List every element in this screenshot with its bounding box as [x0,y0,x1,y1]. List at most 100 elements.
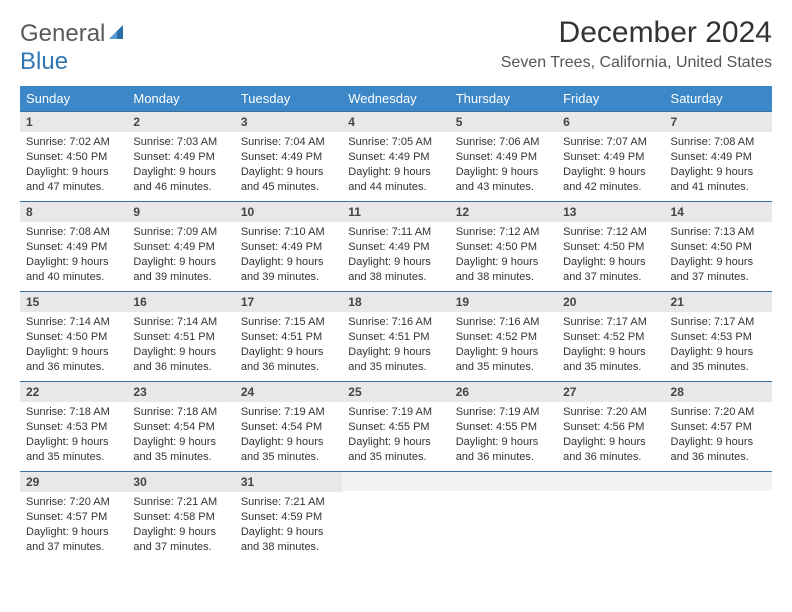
day-details: Sunrise: 7:18 AMSunset: 4:53 PMDaylight:… [20,402,127,470]
day-number: 19 [450,291,557,312]
day-number: 3 [235,111,342,132]
sunrise-line: Sunrise: 7:19 AM [241,405,336,420]
day-cell: 23Sunrise: 7:18 AMSunset: 4:54 PMDayligh… [127,381,234,471]
sunset-line: Sunset: 4:55 PM [348,420,443,435]
day-details: Sunrise: 7:08 AMSunset: 4:49 PMDaylight:… [665,132,772,200]
day-number: 16 [127,291,234,312]
logo-word2: Blue [20,48,68,75]
day-details: Sunrise: 7:04 AMSunset: 4:49 PMDaylight:… [235,132,342,200]
day-number: 8 [20,201,127,222]
day-details: Sunrise: 7:18 AMSunset: 4:54 PMDaylight:… [127,402,234,470]
daylight-line: Daylight: 9 hours and 45 minutes. [241,165,336,195]
sunrise-line: Sunrise: 7:18 AM [133,405,228,420]
daylight-line: Daylight: 9 hours and 42 minutes. [563,165,658,195]
empty-cell [557,471,664,561]
sunset-line: Sunset: 4:57 PM [671,420,766,435]
weekday-header: Tuesday [235,86,342,111]
day-cell: 29Sunrise: 7:20 AMSunset: 4:57 PMDayligh… [20,471,127,561]
sunset-line: Sunset: 4:58 PM [133,510,228,525]
day-number: 21 [665,291,772,312]
sunset-line: Sunset: 4:49 PM [133,240,228,255]
sunrise-line: Sunrise: 7:19 AM [456,405,551,420]
day-number: 6 [557,111,664,132]
day-cell: 24Sunrise: 7:19 AMSunset: 4:54 PMDayligh… [235,381,342,471]
sunrise-line: Sunrise: 7:20 AM [26,495,121,510]
sunrise-line: Sunrise: 7:08 AM [26,225,121,240]
day-cell: 5Sunrise: 7:06 AMSunset: 4:49 PMDaylight… [450,111,557,201]
day-details: Sunrise: 7:19 AMSunset: 4:54 PMDaylight:… [235,402,342,470]
day-number: 23 [127,381,234,402]
daylight-line: Daylight: 9 hours and 38 minutes. [348,255,443,285]
sunset-line: Sunset: 4:53 PM [671,330,766,345]
day-cell: 31Sunrise: 7:21 AMSunset: 4:59 PMDayligh… [235,471,342,561]
sunrise-line: Sunrise: 7:12 AM [456,225,551,240]
sunset-line: Sunset: 4:50 PM [563,240,658,255]
sunrise-line: Sunrise: 7:21 AM [133,495,228,510]
sunset-line: Sunset: 4:53 PM [26,420,121,435]
sunrise-line: Sunrise: 7:16 AM [348,315,443,330]
day-details: Sunrise: 7:19 AMSunset: 4:55 PMDaylight:… [450,402,557,470]
daylight-line: Daylight: 9 hours and 39 minutes. [241,255,336,285]
sunrise-line: Sunrise: 7:02 AM [26,135,121,150]
sunrise-line: Sunrise: 7:20 AM [563,405,658,420]
calendar-week-row: 8Sunrise: 7:08 AMSunset: 4:49 PMDaylight… [20,201,772,291]
sunrise-line: Sunrise: 7:17 AM [671,315,766,330]
day-cell: 30Sunrise: 7:21 AMSunset: 4:58 PMDayligh… [127,471,234,561]
sunrise-line: Sunrise: 7:07 AM [563,135,658,150]
day-details: Sunrise: 7:15 AMSunset: 4:51 PMDaylight:… [235,312,342,380]
sunset-line: Sunset: 4:51 PM [348,330,443,345]
sunset-line: Sunset: 4:49 PM [348,240,443,255]
daylight-line: Daylight: 9 hours and 41 minutes. [671,165,766,195]
day-cell: 9Sunrise: 7:09 AMSunset: 4:49 PMDaylight… [127,201,234,291]
daylight-line: Daylight: 9 hours and 47 minutes. [26,165,121,195]
day-number: 30 [127,471,234,492]
day-number: 22 [20,381,127,402]
daylight-line: Daylight: 9 hours and 35 minutes. [26,435,121,465]
title-block: December 2024 Seven Trees, California, U… [501,16,772,72]
sunset-line: Sunset: 4:54 PM [241,420,336,435]
header: GeneralBlue December 2024 Seven Trees, C… [20,16,772,76]
day-number: 11 [342,201,449,222]
daylight-line: Daylight: 9 hours and 44 minutes. [348,165,443,195]
day-details: Sunrise: 7:07 AMSunset: 4:49 PMDaylight:… [557,132,664,200]
day-cell: 4Sunrise: 7:05 AMSunset: 4:49 PMDaylight… [342,111,449,201]
day-number: 29 [20,471,127,492]
daylight-line: Daylight: 9 hours and 38 minutes. [456,255,551,285]
weekday-header: Saturday [665,86,772,111]
day-cell: 28Sunrise: 7:20 AMSunset: 4:57 PMDayligh… [665,381,772,471]
day-details: Sunrise: 7:09 AMSunset: 4:49 PMDaylight:… [127,222,234,290]
sunrise-line: Sunrise: 7:09 AM [133,225,228,240]
weekday-header: Wednesday [342,86,449,111]
sunrise-line: Sunrise: 7:14 AM [26,315,121,330]
sunset-line: Sunset: 4:54 PM [133,420,228,435]
sunrise-line: Sunrise: 7:16 AM [456,315,551,330]
day-number: 15 [20,291,127,312]
daylight-line: Daylight: 9 hours and 37 minutes. [671,255,766,285]
daylight-line: Daylight: 9 hours and 35 minutes. [456,345,551,375]
daylight-line: Daylight: 9 hours and 35 minutes. [671,345,766,375]
sunset-line: Sunset: 4:49 PM [348,150,443,165]
day-cell: 22Sunrise: 7:18 AMSunset: 4:53 PMDayligh… [20,381,127,471]
weekday-header: Monday [127,86,234,111]
day-details: Sunrise: 7:17 AMSunset: 4:53 PMDaylight:… [665,312,772,380]
day-cell: 15Sunrise: 7:14 AMSunset: 4:50 PMDayligh… [20,291,127,381]
daylight-line: Daylight: 9 hours and 35 minutes. [348,345,443,375]
day-number: 20 [557,291,664,312]
daylight-line: Daylight: 9 hours and 46 minutes. [133,165,228,195]
daylight-line: Daylight: 9 hours and 36 minutes. [671,435,766,465]
sunset-line: Sunset: 4:59 PM [241,510,336,525]
calendar-week-row: 22Sunrise: 7:18 AMSunset: 4:53 PMDayligh… [20,381,772,471]
day-number: 27 [557,381,664,402]
page-title: December 2024 [501,16,772,50]
daylight-line: Daylight: 9 hours and 36 minutes. [563,435,658,465]
sunrise-line: Sunrise: 7:17 AM [563,315,658,330]
day-cell: 26Sunrise: 7:19 AMSunset: 4:55 PMDayligh… [450,381,557,471]
calendar-week-row: 29Sunrise: 7:20 AMSunset: 4:57 PMDayligh… [20,471,772,561]
day-details: Sunrise: 7:13 AMSunset: 4:50 PMDaylight:… [665,222,772,290]
day-details: Sunrise: 7:12 AMSunset: 4:50 PMDaylight:… [450,222,557,290]
day-cell: 19Sunrise: 7:16 AMSunset: 4:52 PMDayligh… [450,291,557,381]
day-number: 28 [665,381,772,402]
day-cell: 12Sunrise: 7:12 AMSunset: 4:50 PMDayligh… [450,201,557,291]
sunset-line: Sunset: 4:51 PM [133,330,228,345]
day-number: 26 [450,381,557,402]
